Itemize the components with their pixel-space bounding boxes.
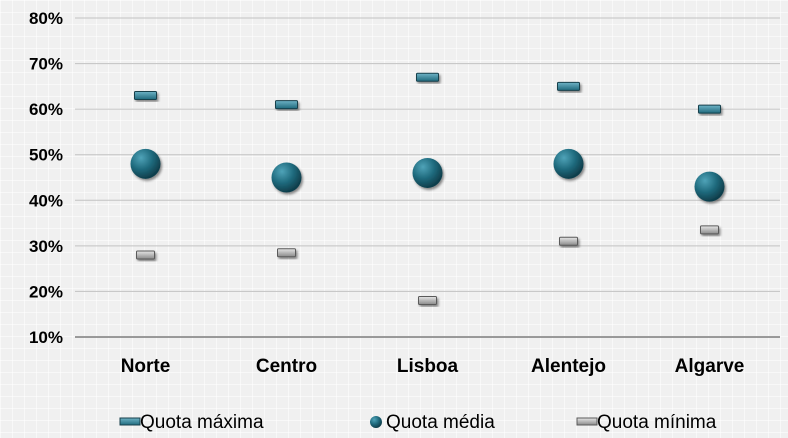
x-category-label: Lisboa (397, 356, 459, 377)
max-marker (276, 101, 298, 109)
x-axis: Norte Centro Lisboa Alentejo Algarve (121, 356, 745, 377)
y-tick-label: 10% (29, 328, 63, 347)
legend-label: Quota média (386, 412, 495, 433)
legend-symbol-min (577, 418, 597, 425)
min-marker (278, 249, 296, 257)
y-tick-label: 30% (29, 237, 63, 256)
min-marker (701, 226, 719, 234)
min-marker (560, 237, 578, 245)
plot-area (131, 73, 725, 304)
legend: Quota máxima Quota média Quota mínima (120, 412, 717, 433)
x-category-label: Alentejo (531, 356, 606, 377)
x-category-label: Norte (121, 356, 171, 377)
y-tick-label: 60% (29, 100, 63, 119)
x-category-label: Centro (256, 356, 317, 377)
average-marker (695, 172, 725, 202)
legend-symbol-max (120, 418, 140, 425)
legend-label: Quota mínima (597, 412, 717, 433)
min-marker (137, 251, 155, 259)
max-marker (135, 91, 157, 99)
max-marker (558, 82, 580, 90)
min-marker (419, 297, 437, 305)
average-marker (413, 158, 443, 188)
max-marker (699, 105, 721, 113)
legend-symbol-average (370, 416, 382, 428)
average-marker (272, 163, 302, 193)
x-category-label: Algarve (675, 356, 745, 377)
average-marker (554, 149, 584, 179)
y-tick-label: 80% (29, 9, 63, 28)
average-marker (131, 149, 161, 179)
y-tick-label: 20% (29, 282, 63, 301)
y-tick-label: 40% (29, 191, 63, 210)
y-axis: 10% 20% 30% 40% 50% 60% 70% 80% (29, 9, 63, 347)
max-marker (417, 73, 439, 81)
y-tick-label: 50% (29, 146, 63, 165)
legend-label: Quota máxima (140, 412, 264, 433)
y-tick-label: 70% (29, 55, 63, 74)
